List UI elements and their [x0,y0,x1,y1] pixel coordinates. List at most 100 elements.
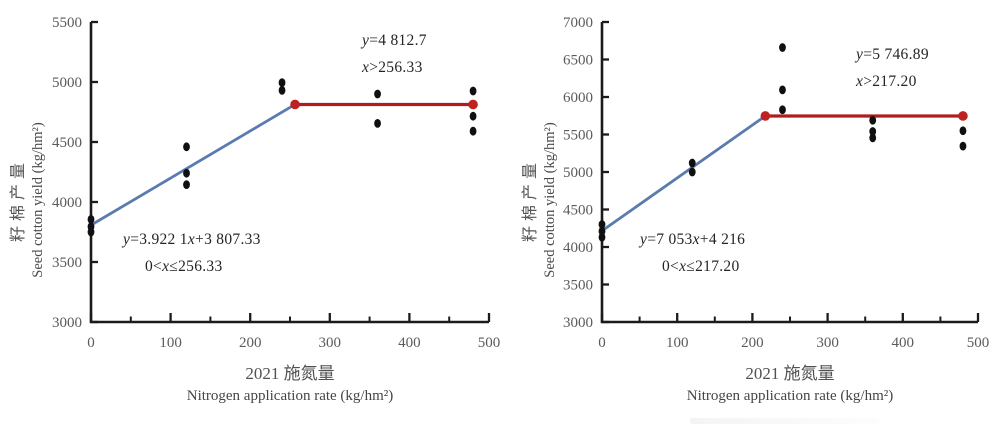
data-point [688,158,696,168]
data-point [469,126,477,136]
range-upper: ≤256.33 [169,258,223,275]
var-y: y [640,231,648,248]
y-tick-label: 3500 [52,255,82,271]
x-axis-label-cn: 2021 施氮量 [745,364,835,383]
y-tick-label: 6500 [563,53,593,69]
var-x: x [856,73,864,90]
plateau-value: =4 812.7 [369,32,427,49]
var-x: x [692,231,700,248]
x-tick-label: 500 [478,335,500,351]
data-point [688,167,696,177]
fit-breakpoint-marker [958,111,968,121]
y-axis-label-cn: 籽棉产量 [10,158,27,243]
chart-left-plot: 3000 3500 4000 4500 5000 5500 0 100 200 300 400 500 [52,15,500,351]
data-point [779,43,786,52]
data-point [374,89,381,99]
scan-artifact [690,418,880,424]
range-upper: ≤217.20 [686,258,740,275]
annotation-rise-right: y=7 053x+4 216 0<x≤217.20 [640,226,745,280]
plateau-condition: x>217.20 [856,68,929,95]
plateau-equation: y=4 812.7 [362,27,427,54]
y-tick-label: 3000 [52,315,82,331]
x-tick-label: 100 [666,335,689,351]
annotation-rise-left: y=3.922 1x+3 807.33 0<x≤256.33 [123,226,261,280]
rise-slope: =7 053 [647,231,693,248]
chart-left: 3000 3500 4000 4500 5000 5500 0 100 200 300 400 500… [10,15,500,406]
rise-slope: =3.922 1 [130,231,188,248]
y-tick-label: 5000 [563,165,593,181]
var-y: y [856,46,864,63]
x-tick-label: 200 [239,335,262,351]
plateau-condition: x>256.33 [362,54,427,81]
y-tick-label: 5000 [52,75,82,91]
x-axis-label-en: Nitrogen application rate (kg/hm²) [186,387,394,404]
x-tick-label: 100 [159,335,182,351]
range-lower: 0< [145,258,163,275]
data-point [959,141,967,151]
y-axis-label-en: Seed cotton yield (kg/hm²) [542,122,558,278]
y-tick-label: 4000 [563,240,593,256]
annotation-plateau-right: y=5 746.89 x>217.20 [856,41,929,95]
data-point [598,232,606,242]
x-tick-label: 400 [398,335,421,351]
data-point [779,105,786,115]
x-tick-label: 0 [87,335,95,351]
fit-line-rising [90,103,296,227]
x-tick-label: 0 [598,335,606,351]
fit-line-rising [601,114,767,232]
data-point [278,86,286,95]
data-point [869,127,877,136]
data-point [469,111,477,121]
y-axis-label-cn: 籽棉产量 [522,158,539,243]
data-point [598,220,606,229]
x-axis-label-en: Nitrogen application rate (kg/hm²) [686,387,894,404]
rise-equation: y=7 053x+4 216 [640,226,745,253]
var-x: x [679,258,687,275]
y-tick-label: 3000 [563,315,593,331]
data-point [87,215,95,224]
var-y: y [362,32,370,49]
data-point [779,85,786,95]
data-point [469,86,477,96]
chart-right-plot: 3000 3500 4000 4500 5000 5500 6000 6500 7000 0 100… [563,15,990,351]
data-point [278,78,286,87]
y-tick-label: 4500 [52,135,82,151]
y-tick-label: 5500 [563,128,593,144]
var-x: x [362,59,370,76]
var-x: x [187,231,196,248]
data-point [869,115,877,125]
rise-intercept: +4 216 [699,231,746,248]
rise-intercept: +3 807.33 [195,231,261,248]
data-point [374,119,381,128]
x-tick-label: 300 [319,335,342,351]
x-axis-label-cn: 2021 施氮量 [245,364,335,383]
rise-condition: 0<x≤256.33 [123,253,261,280]
data-point [183,142,190,152]
plateau-range: >256.33 [369,59,423,76]
annotation-plateau-left: y=4 812.7 x>256.33 [362,27,427,81]
rise-condition: 0<x≤217.20 [640,253,745,280]
fit-breakpoint-marker [760,111,771,121]
range-lower: 0< [662,258,680,275]
y-tick-label: 7000 [563,15,593,31]
fit-breakpoint-marker [468,99,478,110]
y-axis-label-en: Seed cotton yield (kg/hm²) [30,122,46,278]
data-point [869,133,877,143]
y-tick-label: 4000 [52,195,82,211]
data-point [959,126,967,136]
y-tick-label: 5500 [52,15,82,31]
x-axis-label-left: 2021 施氮量 Nitrogen application rate (kg/h… [90,363,490,406]
chart-right: 3000 3500 4000 4500 5000 5500 6000 6500 7000 0 100… [500,0,1000,425]
x-tick-label: 500 [967,335,990,351]
var-y: y [123,231,131,248]
x-axis-label-right: 2021 施氮量 Nitrogen application rate (kg/h… [590,363,990,406]
x-tick-label: 400 [892,335,915,351]
data-point [183,168,190,178]
var-x: x [162,258,170,275]
y-tick-label: 3500 [563,278,593,294]
data-point [87,227,95,237]
x-tick-label: 300 [816,335,839,351]
plateau-equation: y=5 746.89 [856,41,929,68]
data-point [183,180,190,190]
